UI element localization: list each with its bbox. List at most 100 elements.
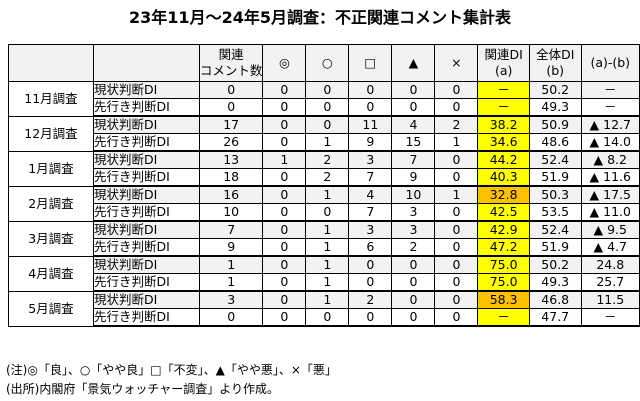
unchanged-count-cell: 0 — [348, 308, 393, 327]
header-bad-symbol: × — [434, 44, 479, 82]
bad-count-cell: 0 — [434, 308, 479, 327]
good-count-cell: 0 — [305, 308, 350, 327]
related-di-cell: 44.2 — [477, 150, 530, 169]
unchanged-count-cell: 7 — [348, 203, 393, 222]
month-label: 4月調査 — [8, 255, 94, 292]
difference-cell: ▲ 9.5 — [580, 220, 640, 239]
row-label: 現状判断DI — [92, 81, 200, 99]
slightly-bad-count-cell: 0 — [391, 308, 436, 327]
excellent-count-cell: 0 — [262, 185, 307, 204]
difference-cell: ▲ 8.2 — [580, 150, 640, 169]
slightly-bad-count-cell: 4 — [391, 115, 436, 134]
slightly-bad-count-cell: 2 — [391, 238, 436, 257]
row-label: 現状判断DI — [92, 255, 200, 274]
related-di-cell: 42.5 — [477, 203, 530, 222]
unchanged-count-cell: 0 — [348, 98, 393, 117]
table-row: 先行き判断DI 26 0 1 9 15 1 34.6 48.6 ▲ 14.0 — [9, 133, 640, 152]
related-di-cell: 58.3 — [477, 290, 530, 309]
bad-count-cell: 0 — [434, 98, 479, 117]
overall-di-cell: 47.7 — [528, 308, 582, 327]
slightly-bad-count-cell: 0 — [391, 255, 436, 274]
overall-di-cell: 48.6 — [528, 133, 582, 152]
header-difference: (a)-(b) — [580, 44, 640, 82]
good-count-cell: 1 — [305, 133, 350, 152]
header-related-di: 関連DI (a) — [477, 44, 530, 82]
excellent-count-cell: 0 — [262, 168, 307, 187]
slightly-bad-count-cell: 7 — [391, 150, 436, 169]
comment-count-cell: 1 — [198, 255, 264, 274]
comment-count-cell: 7 — [198, 220, 264, 239]
unchanged-count-cell: 9 — [348, 133, 393, 152]
header-comment-count: 関連 コメント数 — [198, 44, 264, 82]
excellent-count-cell: 0 — [262, 273, 307, 292]
difference-cell: ▲ 12.7 — [580, 115, 640, 134]
related-di-cell: 42.9 — [477, 220, 530, 239]
row-label: 現状判断DI — [92, 150, 200, 169]
slightly-bad-count-cell: 10 — [391, 185, 436, 204]
difference-cell: 11.5 — [580, 290, 640, 309]
excellent-count-cell: 1 — [262, 150, 307, 169]
related-di-cell: 75.0 — [477, 255, 530, 274]
related-di-cell: 47.2 — [477, 238, 530, 257]
row-label: 先行き判断DI — [92, 203, 200, 222]
bad-count-cell: 1 — [434, 185, 479, 204]
bad-count-cell: 0 — [434, 220, 479, 239]
slightly-bad-count-cell: 0 — [391, 273, 436, 292]
note-source: (出所)内閣府「景気ウォッチャー調査」より作成。 — [6, 382, 280, 396]
excellent-count-cell: 0 — [262, 308, 307, 327]
overall-di-cell: 51.9 — [528, 168, 582, 187]
difference-cell: ▲ 4.7 — [580, 238, 640, 257]
unchanged-count-cell: 7 — [348, 168, 393, 187]
table-row: 先行き判断DI 18 0 2 7 9 0 40.3 51.9 ▲ 11.6 — [9, 168, 640, 187]
bad-count-cell: 0 — [434, 81, 479, 99]
good-count-cell: 0 — [305, 115, 350, 134]
comment-count-cell: 0 — [198, 98, 264, 117]
overall-di-cell: 49.3 — [528, 98, 582, 117]
row-label: 先行き判断DI — [92, 238, 200, 257]
excellent-count-cell: 0 — [262, 290, 307, 309]
table-row: 先行き判断DI 0 0 0 0 0 0 － 49.3 － — [9, 98, 640, 117]
excellent-count-cell: 0 — [262, 203, 307, 222]
overall-di-cell: 51.9 — [528, 238, 582, 257]
month-label: 1月調査 — [8, 150, 94, 187]
table-row: 先行き判断DI 1 0 1 0 0 0 75.0 49.3 25.7 — [9, 273, 640, 292]
row-label: 現状判断DI — [92, 220, 200, 239]
difference-cell: － — [580, 98, 640, 117]
difference-cell: ▲ 14.0 — [580, 133, 640, 152]
difference-cell: － — [580, 81, 640, 99]
row-label: 先行き判断DI — [92, 308, 200, 327]
difference-cell: 25.7 — [580, 273, 640, 292]
related-di-cell: － — [477, 98, 530, 117]
overall-di-cell: 50.2 — [528, 255, 582, 274]
table-row: 3月調査 現状判断DI 7 0 1 3 3 0 42.9 52.4 ▲ 9.5 — [8, 220, 640, 257]
slightly-bad-count-cell: 15 — [391, 133, 436, 152]
row-label: 現状判断DI — [92, 115, 200, 134]
unchanged-count-cell: 3 — [348, 150, 393, 169]
difference-cell: 24.8 — [580, 255, 640, 274]
difference-cell: － — [580, 308, 640, 327]
related-di-cell: 38.2 — [477, 115, 530, 134]
excellent-count-cell: 0 — [262, 81, 307, 99]
overall-di-cell: 46.8 — [528, 290, 582, 309]
table-row: 5月調査 現状判断DI 3 0 1 2 0 0 58.3 46.8 11.5 — [8, 290, 640, 327]
header-row: 関連 コメント数 ◎ ○ □ ▲ × 関連DI (a) 全体DI (b) (a)-(b… — [8, 44, 640, 82]
table-body: 11月調査 現状判断DI 0 0 0 0 0 0 － 50.2 －先行き判断DI 0 0 0 0 0 0 － 49.… — [8, 81, 640, 327]
comment-count-cell: 1 — [198, 273, 264, 292]
related-di-cell: 75.0 — [477, 273, 530, 292]
good-count-cell: 0 — [305, 98, 350, 117]
good-count-cell: 1 — [305, 273, 350, 292]
comment-count-cell: 3 — [198, 290, 264, 309]
notes: (注)◎「良」、○「やや良」□「不変」、▲「やや悪」、×「悪」 (出所)内閣府「… — [6, 361, 337, 399]
overall-di-cell: 49.3 — [528, 273, 582, 292]
slightly-bad-count-cell: 0 — [391, 290, 436, 309]
good-count-cell: 1 — [305, 255, 350, 274]
comment-count-cell: 0 — [198, 308, 264, 327]
bad-count-cell: 0 — [434, 273, 479, 292]
row-label: 先行き判断DI — [92, 273, 200, 292]
table-row: 先行き判断DI 9 0 1 6 2 0 47.2 51.9 ▲ 4.7 — [9, 238, 640, 257]
comment-count-cell: 17 — [198, 115, 264, 134]
header-overall-di: 全体DI (b) — [528, 44, 582, 82]
unchanged-count-cell: 4 — [348, 185, 393, 204]
good-count-cell: 2 — [305, 150, 350, 169]
bad-count-cell: 0 — [434, 203, 479, 222]
